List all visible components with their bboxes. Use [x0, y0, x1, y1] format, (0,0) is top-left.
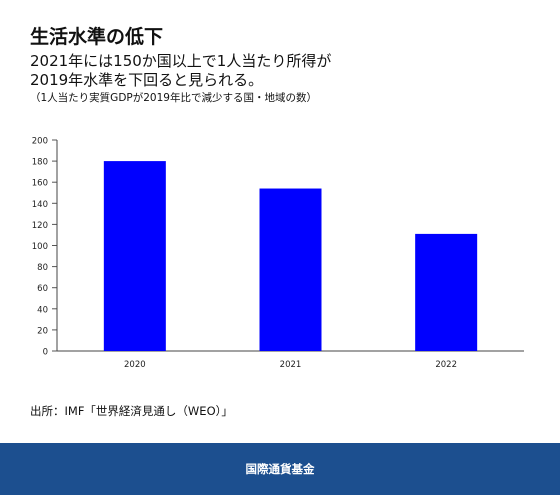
- y-tick-label: 100: [32, 242, 48, 252]
- page-title: 生活水準の低下: [30, 26, 164, 48]
- bar: [259, 188, 322, 351]
- y-tick-label: 120: [32, 221, 48, 231]
- y-tick-label: 0: [43, 348, 48, 358]
- y-tick-label: 20: [37, 326, 48, 336]
- bar-chart: 0 20 40 60 80 100 120 140 160 180 200 2020 2021 2022: [32, 137, 524, 370]
- y-tick-label: 200: [32, 137, 48, 147]
- footer-bar: 国際通貨基金: [0, 443, 560, 495]
- y-tick-label: 60: [37, 284, 48, 294]
- y-tick-label: 160: [32, 179, 48, 189]
- source-note: 出所：IMF「世界経済見通し（WEO）」: [30, 404, 233, 418]
- y-tick-label: 140: [32, 200, 48, 210]
- bar: [415, 233, 478, 351]
- bar: [103, 161, 166, 351]
- y-tick-label: 80: [37, 263, 48, 273]
- subtitle-line-1: 2021年には150か国以上で1人当たり所得が: [30, 52, 332, 70]
- x-tick-label: 2020: [124, 360, 146, 370]
- chart-note: （1人当たり実質GDPが2019年比で減少する国・地域の数）: [30, 92, 317, 104]
- subtitle-line-2: 2019年水準を下回ると見られる。: [30, 71, 264, 89]
- y-tick-label: 40: [37, 305, 48, 315]
- x-tick-label: 2022: [435, 360, 457, 370]
- x-tick-label: 2021: [280, 360, 302, 370]
- y-tick-label: 180: [32, 158, 48, 168]
- footer-label: 国際通貨基金: [245, 462, 315, 476]
